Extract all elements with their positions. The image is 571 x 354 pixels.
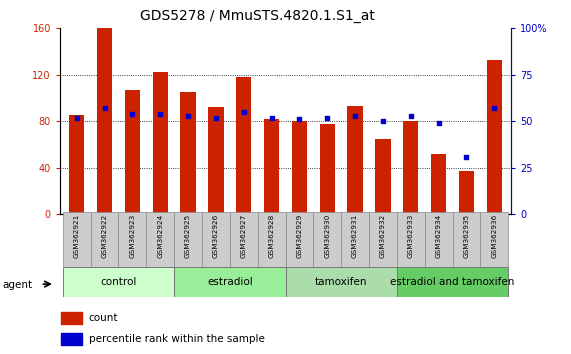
Bar — [486, 60, 502, 214]
Bar — [425, 212, 453, 267]
Bar — [348, 106, 363, 214]
Bar — [61, 312, 82, 324]
Bar — [61, 333, 82, 346]
Text: GSM362923: GSM362923 — [130, 214, 135, 258]
Text: control: control — [100, 277, 136, 287]
Bar — [397, 212, 425, 267]
Bar — [453, 212, 480, 267]
Text: GSM362924: GSM362924 — [157, 214, 163, 258]
Text: agent: agent — [3, 280, 33, 290]
Bar — [230, 212, 258, 267]
Text: count: count — [89, 313, 118, 323]
Bar — [63, 212, 91, 267]
Text: GSM362933: GSM362933 — [408, 214, 414, 258]
Point — [211, 115, 220, 120]
Bar — [202, 212, 230, 267]
Bar — [480, 212, 508, 267]
Text: tamoxifen: tamoxifen — [315, 277, 368, 287]
Bar — [286, 267, 397, 297]
Text: GSM362928: GSM362928 — [268, 214, 275, 258]
Bar — [264, 119, 279, 214]
Bar — [174, 212, 202, 267]
Point — [295, 116, 304, 122]
Bar — [431, 154, 447, 214]
Bar — [118, 212, 146, 267]
Bar — [286, 212, 313, 267]
Bar — [369, 212, 397, 267]
Bar — [69, 115, 85, 214]
Point — [379, 118, 388, 124]
Bar — [124, 90, 140, 214]
Bar — [174, 267, 286, 297]
Point — [323, 115, 332, 120]
Bar — [146, 212, 174, 267]
Text: GDS5278 / MmuSTS.4820.1.S1_at: GDS5278 / MmuSTS.4820.1.S1_at — [139, 9, 375, 23]
Point — [183, 113, 192, 119]
Point — [267, 115, 276, 120]
Point — [351, 113, 360, 119]
Point — [406, 113, 415, 119]
Bar — [403, 121, 419, 214]
Text: GSM362932: GSM362932 — [380, 214, 386, 258]
Bar — [292, 121, 307, 214]
Bar — [459, 171, 474, 214]
Point — [490, 105, 499, 111]
Bar — [152, 73, 168, 214]
Text: percentile rank within the sample: percentile rank within the sample — [89, 335, 265, 344]
Point — [462, 154, 471, 159]
Text: GSM362922: GSM362922 — [102, 214, 107, 258]
Bar — [320, 124, 335, 214]
Text: GSM362936: GSM362936 — [491, 214, 497, 258]
Bar — [397, 267, 508, 297]
Text: GSM362934: GSM362934 — [436, 214, 441, 258]
Text: GSM362921: GSM362921 — [74, 214, 80, 258]
Point — [72, 115, 81, 120]
Bar — [180, 92, 196, 214]
Point — [239, 109, 248, 115]
Text: GSM362930: GSM362930 — [324, 214, 330, 258]
Bar — [258, 212, 286, 267]
Bar — [375, 139, 391, 214]
Point — [100, 105, 109, 111]
Text: estradiol: estradiol — [207, 277, 253, 287]
Bar — [208, 107, 223, 214]
Point — [156, 111, 165, 116]
Text: GSM362931: GSM362931 — [352, 214, 358, 258]
Text: GSM362935: GSM362935 — [464, 214, 469, 258]
Point — [434, 120, 443, 126]
Bar — [97, 28, 112, 214]
Text: GSM362929: GSM362929 — [296, 214, 303, 258]
Bar — [313, 212, 341, 267]
Bar — [91, 212, 118, 267]
Bar — [341, 212, 369, 267]
Bar — [63, 267, 174, 297]
Text: GSM362926: GSM362926 — [213, 214, 219, 258]
Point — [128, 111, 137, 116]
Text: GSM362927: GSM362927 — [241, 214, 247, 258]
Text: estradiol and tamoxifen: estradiol and tamoxifen — [391, 277, 515, 287]
Bar — [236, 77, 251, 214]
Text: GSM362925: GSM362925 — [185, 214, 191, 258]
